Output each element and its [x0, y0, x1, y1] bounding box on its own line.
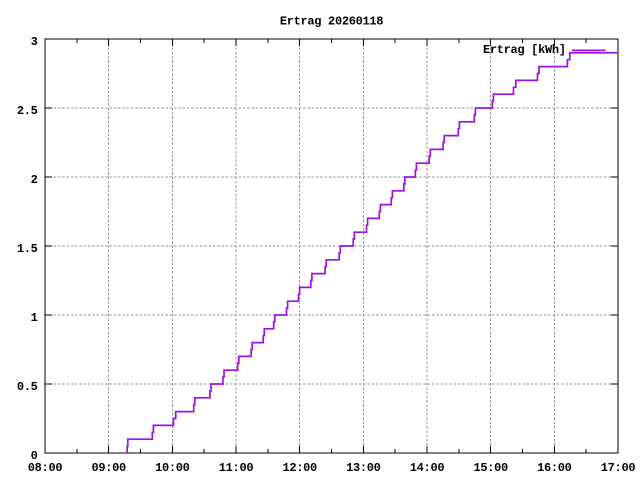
svg-text:0: 0	[31, 449, 38, 463]
svg-text:08:00: 08:00	[28, 461, 63, 475]
svg-text:14:00: 14:00	[410, 461, 445, 475]
svg-text:12:00: 12:00	[282, 461, 317, 475]
svg-text:2.5: 2.5	[17, 104, 38, 118]
svg-text:1.5: 1.5	[17, 242, 38, 256]
svg-text:16:00: 16:00	[537, 461, 572, 475]
svg-text:17:00: 17:00	[601, 461, 636, 475]
svg-text:11:00: 11:00	[219, 461, 254, 475]
svg-text:09:00: 09:00	[91, 461, 126, 475]
svg-text:2: 2	[31, 173, 38, 187]
svg-text:0.5: 0.5	[17, 380, 38, 394]
svg-text:Ertrag 20260118: Ertrag 20260118	[280, 15, 383, 29]
svg-text:13:00: 13:00	[346, 461, 381, 475]
svg-text:Ertrag [kWh]: Ertrag [kWh]	[483, 43, 566, 57]
svg-text:3: 3	[31, 35, 38, 49]
svg-text:15:00: 15:00	[473, 461, 508, 475]
svg-text:1: 1	[31, 311, 38, 325]
svg-text:10:00: 10:00	[155, 461, 190, 475]
